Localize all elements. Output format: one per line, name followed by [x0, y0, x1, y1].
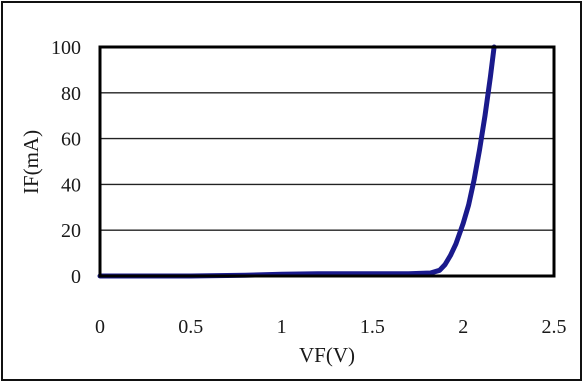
- y-tick-label: 60: [61, 129, 81, 151]
- y-tick-label: 40: [61, 174, 81, 196]
- x-tick-label: 0: [95, 316, 105, 338]
- series-line: [97, 44, 497, 279]
- series-layer: [97, 44, 497, 279]
- chart-frame: [1, 1, 582, 381]
- y-tick-label: 80: [61, 83, 81, 105]
- x-tick-label: 1.5: [360, 316, 385, 338]
- y-tick-label: 100: [51, 37, 81, 59]
- x-tick-label: 2: [458, 316, 468, 338]
- y-tick-label: 0: [71, 266, 81, 288]
- gridlines: [100, 46, 554, 277]
- y-tick-labels: 0 20 40 60 80 100: [51, 37, 81, 288]
- x-tick-labels: 0 0.5 1 1.5 2 2.5: [95, 316, 567, 338]
- x-axis-title: VF(V): [299, 343, 355, 367]
- x-tick-label: 2.5: [542, 316, 567, 338]
- y-tick-label: 20: [61, 220, 81, 242]
- x-tick-label: 1: [277, 316, 287, 338]
- plot-area: [98, 45, 556, 278]
- y-axis-title: IF(mA): [19, 130, 43, 194]
- x-tick-label: 0.5: [178, 316, 203, 338]
